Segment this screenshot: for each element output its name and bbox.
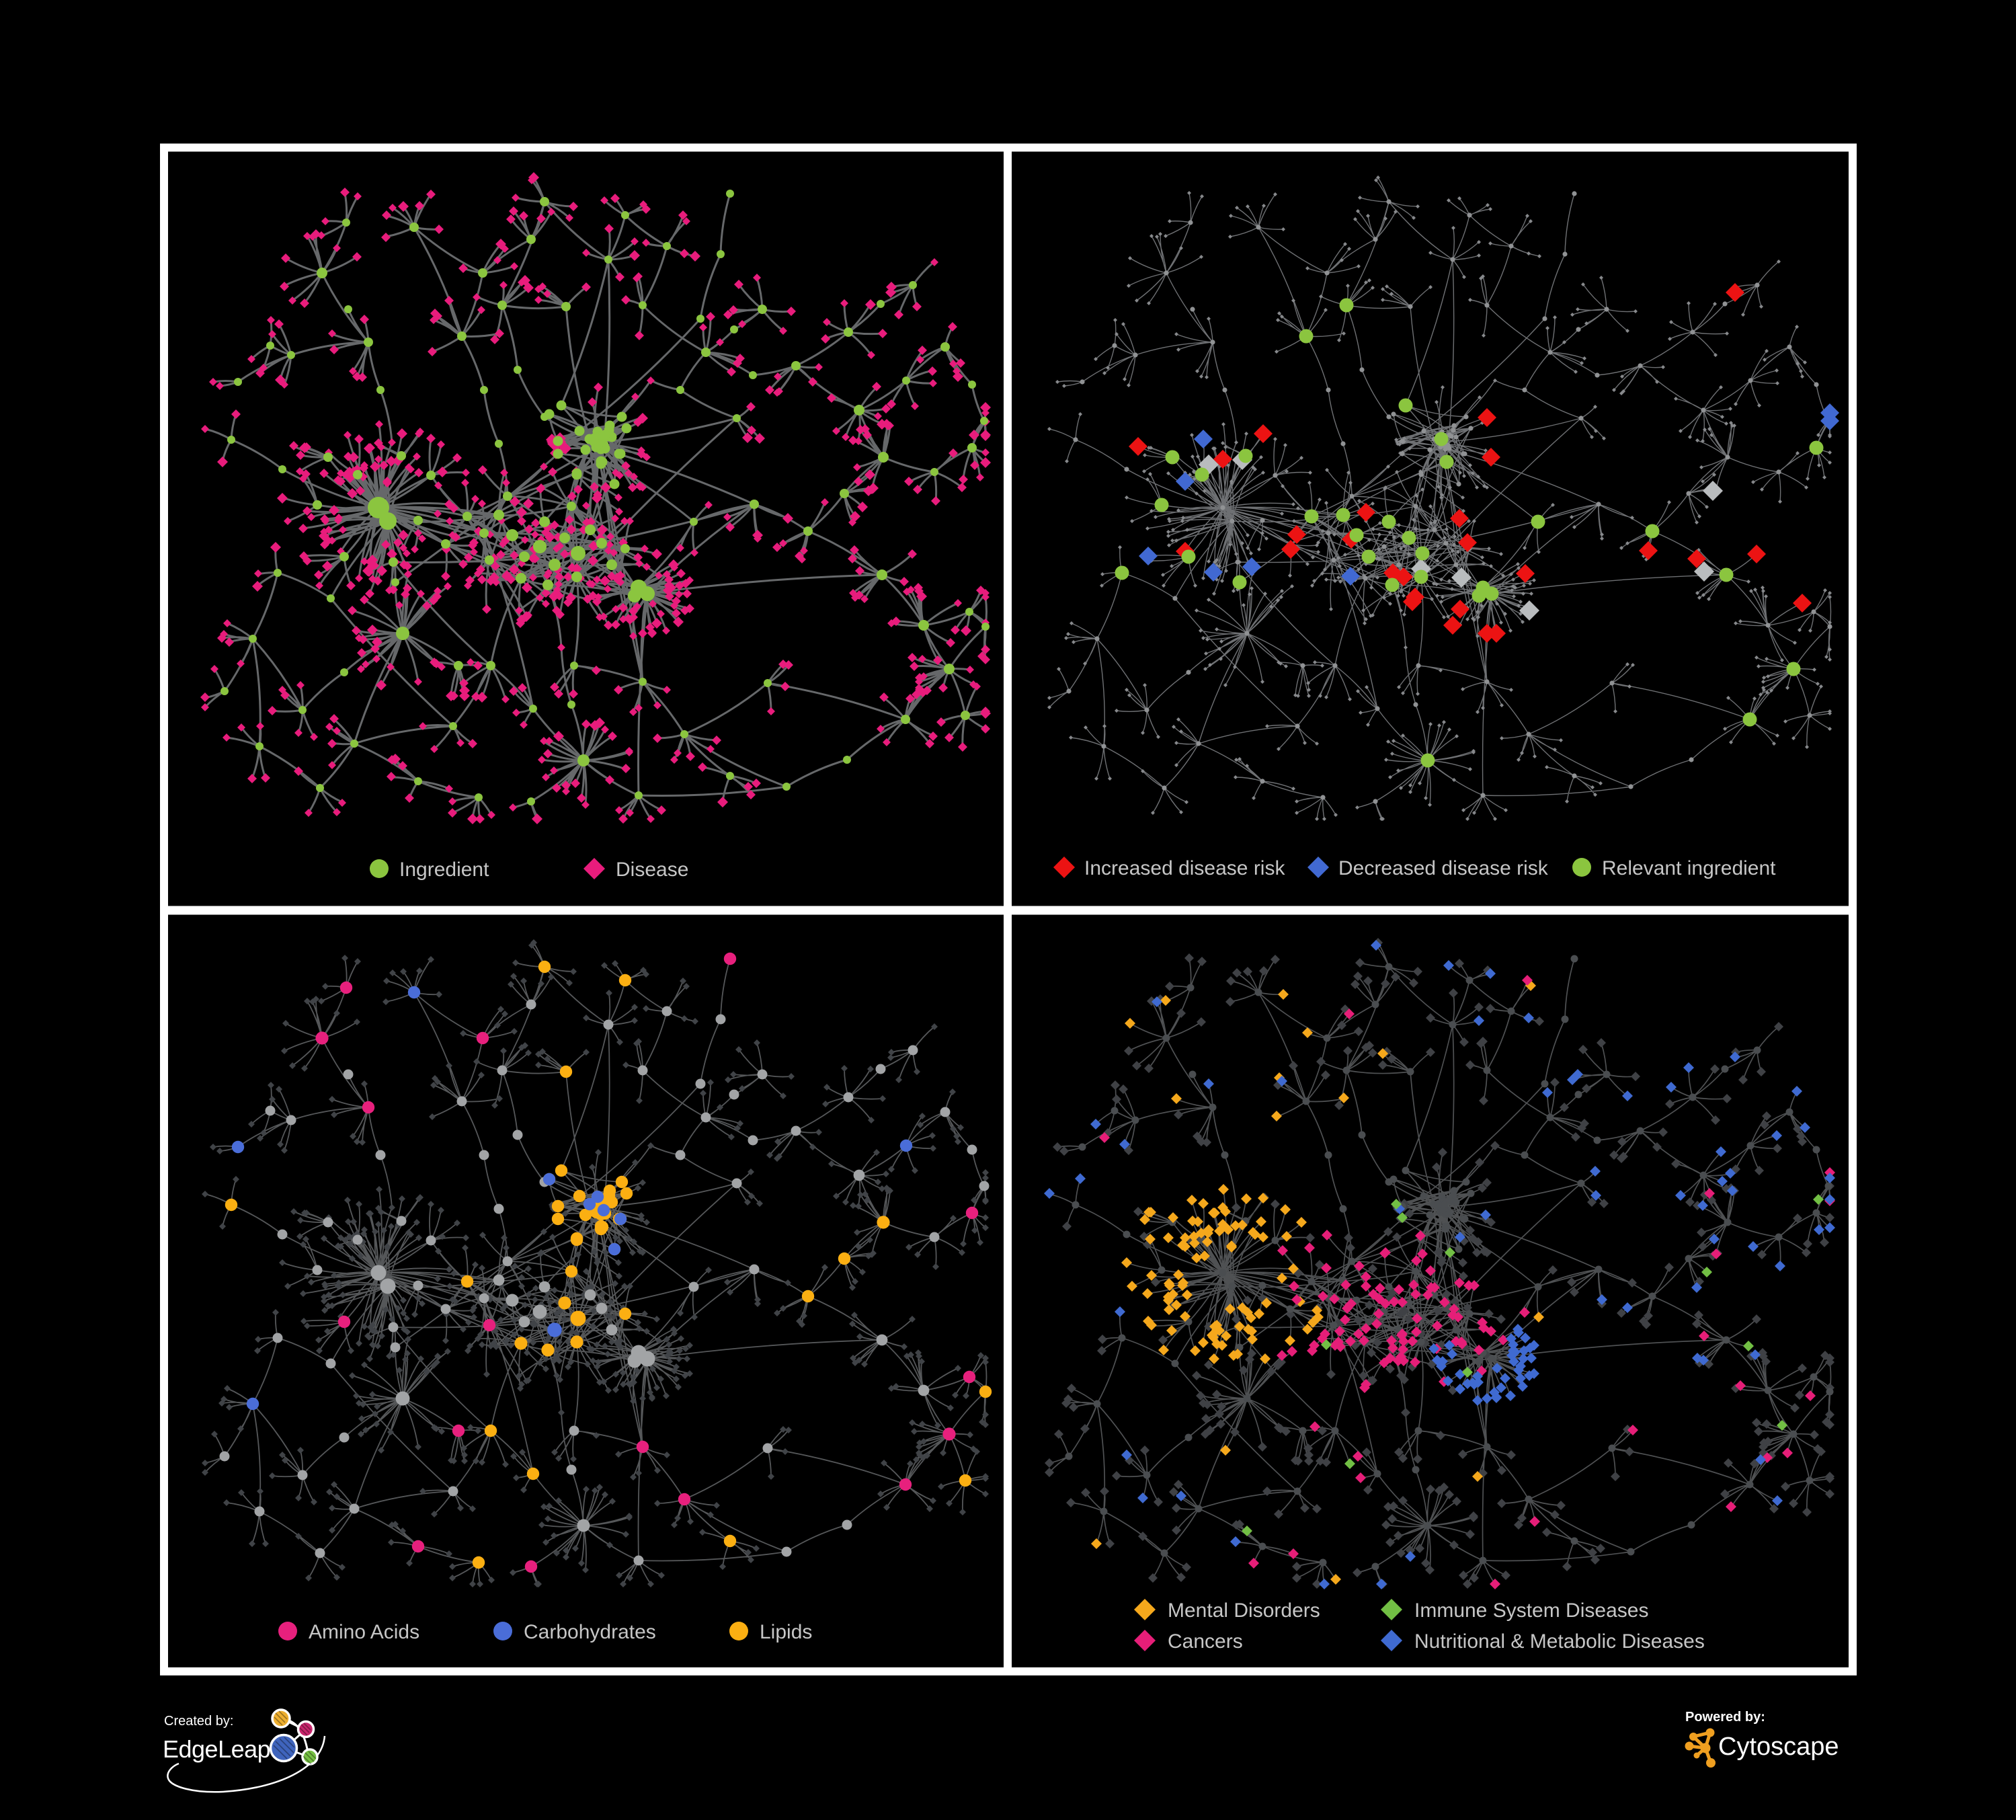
svg-text:Ingredient: Ingredient (399, 859, 489, 881)
svg-text:Immune System Diseases: Immune System Diseases (1414, 1599, 1648, 1622)
svg-text:Cancers: Cancers (1168, 1630, 1243, 1653)
svg-text:Relevant ingredient: Relevant ingredient (1602, 857, 1776, 879)
svg-text:Mental Disorders: Mental Disorders (1168, 1599, 1320, 1622)
svg-text:Cytoscape: Cytoscape (1718, 1733, 1839, 1761)
svg-text:Amino Acids: Amino Acids (309, 1621, 419, 1643)
svg-text:Disease: Disease (616, 859, 688, 881)
svg-text:EdgeLeap: EdgeLeap (163, 1735, 270, 1763)
svg-text:Decreased disease risk: Decreased disease risk (1338, 857, 1549, 879)
svg-text:Increased disease risk: Increased disease risk (1084, 857, 1285, 879)
svg-text:Carbohydrates: Carbohydrates (524, 1621, 656, 1643)
svg-text:Nutritional & Metabolic Diseas: Nutritional & Metabolic Diseases (1414, 1630, 1705, 1653)
svg-text:Powered by:: Powered by: (1685, 1710, 1765, 1725)
svg-text:Lipids: Lipids (760, 1621, 812, 1643)
svg-text:Created by:: Created by: (164, 1714, 233, 1729)
